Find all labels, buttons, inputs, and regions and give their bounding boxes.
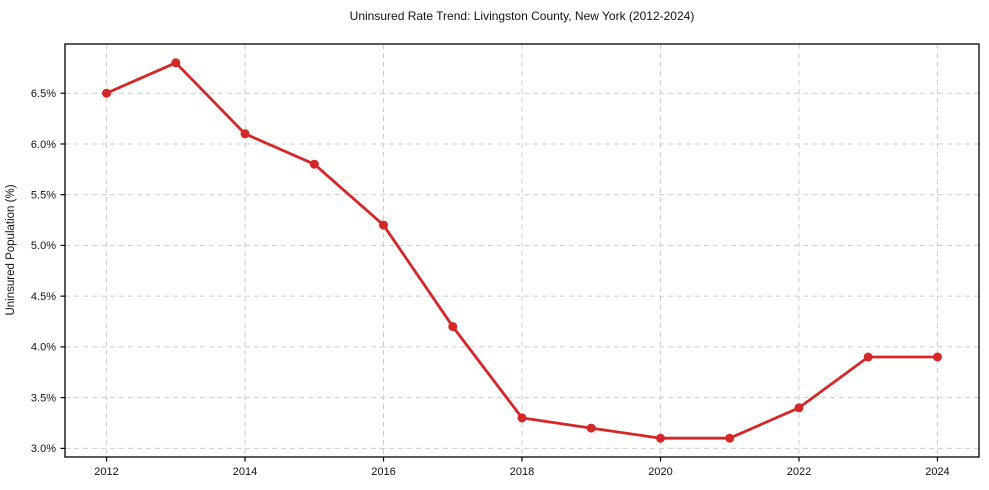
data-point-marker [379,220,388,230]
y-tick-label: 3.5% [31,392,56,404]
x-tick-label: 2018 [510,466,534,478]
x-tick-label: 2016 [371,466,395,478]
line-series [102,58,942,443]
axis-layer: 2012 2014 2016 2018 2020 2022 2024 3.0% 3.5% 4.0%… [31,43,980,478]
x-tick-label: 2012 [94,466,118,478]
chart-title: Uninsured Rate Trend: Livingston County,… [350,9,695,23]
data-point-marker [794,403,804,413]
data-point-marker [309,159,319,169]
x-tick-label: 2022 [787,466,811,478]
y-tick-label: 6.0% [31,139,56,151]
y-tick-label: 4.0% [31,342,56,354]
y-tick-label: 6.5% [31,88,56,100]
x-tick-label: 2020 [648,466,672,478]
data-point-marker [102,88,111,98]
data-point-marker [448,322,458,332]
y-axis-label: Uninsured Population (%) [5,184,17,315]
data-point-marker [171,58,181,68]
data-point-marker [586,423,596,433]
data-point-marker [656,433,665,443]
x-tick-label: 2014 [233,466,257,478]
y-tick-label: 5.5% [31,189,56,201]
x-tick-label: 2024 [925,466,949,478]
grid-layer [65,44,979,457]
data-point-marker [240,129,250,139]
data-point-marker [863,352,873,362]
data-point-marker [517,413,527,423]
y-tick-label: 3.0% [31,443,56,455]
data-point-marker [933,352,942,362]
data-point-marker [725,433,735,443]
y-tick-label: 4.5% [31,291,56,303]
y-tick-label: 5.0% [31,240,56,252]
